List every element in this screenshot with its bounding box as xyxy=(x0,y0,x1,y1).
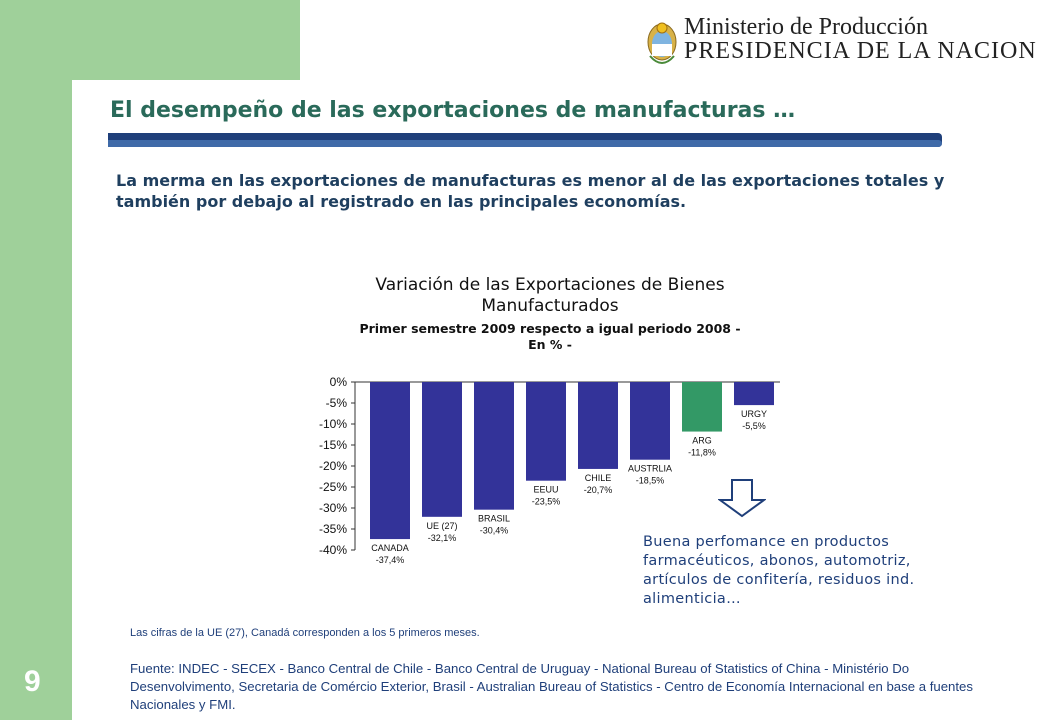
y-tick-label: -25% xyxy=(319,480,347,494)
national-emblem-icon xyxy=(647,22,677,64)
y-tick-label: -10% xyxy=(319,417,347,431)
chart-subtitle-line2: En % - xyxy=(528,337,572,352)
down-arrow-icon xyxy=(718,479,766,518)
bar-category-label: BRASIL xyxy=(478,514,510,524)
bar-category-label: CHILE xyxy=(585,473,612,483)
bar-category-label: AUSTRLIA xyxy=(628,464,672,474)
bar xyxy=(422,382,462,517)
presidency-name: PRESIDENCIA DE LA NACION xyxy=(684,38,1037,64)
bar-value-label: -5,5% xyxy=(742,421,766,431)
bar-value-label: -20,7% xyxy=(584,485,613,495)
y-tick-label: -35% xyxy=(319,522,347,536)
y-tick-label: -30% xyxy=(319,501,347,515)
bar-category-label: URGY xyxy=(741,409,767,419)
bar-value-label: -32,1% xyxy=(428,533,457,543)
callout-text: Buena perfomance en productos farmacéuti… xyxy=(643,534,915,607)
source-note: Fuente: INDEC - SECEX - Banco Central de… xyxy=(130,661,973,712)
left-accent-bar xyxy=(0,0,72,720)
bar xyxy=(734,382,774,406)
bar xyxy=(630,382,670,460)
bar xyxy=(526,382,566,481)
top-accent-block xyxy=(0,0,300,80)
slide-subtitle: La merma en las exportaciones de manufac… xyxy=(116,171,945,211)
y-tick-label: -5% xyxy=(326,396,348,410)
chart-subtitle: Primer semestre 2009 respecto a igual pe… xyxy=(330,321,770,353)
bar xyxy=(578,382,618,469)
ministry-name: Ministerio de Producción xyxy=(684,14,928,40)
y-tick-label: -40% xyxy=(319,543,347,557)
y-tick-label: -20% xyxy=(319,459,347,473)
bar-value-label: -18,5% xyxy=(636,476,665,486)
bar-value-label: -37,4% xyxy=(376,555,405,565)
bar xyxy=(474,382,514,510)
bar-category-label: ARG xyxy=(692,436,712,446)
bar-category-label: EEUU xyxy=(533,485,558,495)
footnote: Las cifras de la UE (27), Canadá corresp… xyxy=(130,627,480,639)
title-rule-highlight xyxy=(108,140,942,147)
bar-value-label: -23,5% xyxy=(532,497,561,507)
bar xyxy=(370,382,410,540)
bar-category-label: CANADA xyxy=(371,543,409,553)
ministry-logo xyxy=(647,22,677,64)
slide-title: El desempeño de las exportaciones de man… xyxy=(110,98,796,123)
chart-subtitle-line1: Primer semestre 2009 respecto a igual pe… xyxy=(359,321,741,336)
bar-category-label: UE (27) xyxy=(426,521,457,531)
bar xyxy=(682,382,722,432)
bar-value-label: -30,4% xyxy=(480,526,509,536)
page-number: 9 xyxy=(24,665,41,698)
chart-title: Variación de las Exportaciones de Bienes… xyxy=(375,275,725,316)
y-tick-label: -15% xyxy=(319,438,347,452)
y-tick-label: 0% xyxy=(330,375,348,389)
bar-value-label: -11,8% xyxy=(688,448,716,458)
